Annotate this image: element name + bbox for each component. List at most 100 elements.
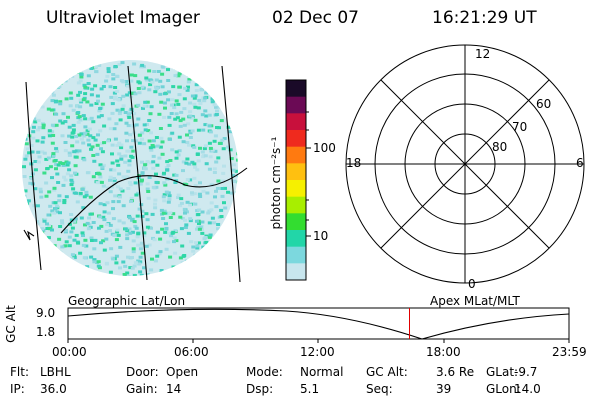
- colorbar-band: [286, 163, 306, 181]
- image-pixel: [85, 129, 90, 133]
- image-pixel: [158, 127, 163, 130]
- image-pixel: [99, 180, 104, 184]
- image-pixel: [177, 149, 182, 153]
- colorbar-band: [286, 80, 306, 98]
- image-pixel: [180, 261, 185, 265]
- image-pixel: [87, 216, 91, 220]
- image-pixel: [123, 160, 128, 164]
- image-pixel: [136, 87, 141, 90]
- image-pixel: [65, 61, 70, 65]
- image-pixel: [164, 247, 169, 251]
- image-pixel: [210, 97, 215, 101]
- image-pixel: [30, 74, 35, 78]
- image-pixel: [187, 74, 191, 78]
- image-pixel: [208, 146, 213, 150]
- image-pixel: [37, 155, 42, 159]
- image-pixel: [93, 238, 98, 242]
- image-pixel: [85, 273, 90, 276]
- image-pixel: [97, 266, 102, 270]
- colorbar-band: [286, 263, 306, 281]
- colorbar-band: [286, 213, 306, 231]
- image-pixel: [127, 116, 132, 119]
- image-pixel: [202, 81, 207, 85]
- image-pixel: [62, 74, 67, 78]
- image-pixel: [231, 244, 236, 248]
- image-pixel: [140, 160, 144, 164]
- image-pixel: [67, 125, 72, 129]
- image-pixel: [52, 65, 57, 69]
- image-pixel: [130, 266, 135, 270]
- image-pixel: [171, 85, 176, 89]
- timeline-right-caption: Apex MLat/MLT: [430, 294, 520, 308]
- image-pixel: [188, 136, 193, 139]
- image-pixel: [191, 144, 196, 148]
- image-pixel: [147, 139, 152, 143]
- colorbar-band: [286, 130, 306, 148]
- image-pixel: [226, 190, 230, 194]
- image-pixel: [99, 87, 104, 91]
- image-pixel: [187, 261, 192, 265]
- image-pixel: [181, 117, 186, 121]
- image-pixel: [158, 250, 163, 254]
- image-pixel: [200, 231, 205, 235]
- image-pixel: [194, 73, 199, 77]
- image-pixel: [102, 141, 107, 145]
- image-pixel: [46, 107, 51, 111]
- image-pixel: [134, 193, 139, 197]
- image-pixel: [92, 260, 97, 264]
- image-pixel: [97, 226, 101, 230]
- image-pixel: [194, 89, 199, 92]
- image-pixel: [197, 208, 202, 212]
- image-pixel: [53, 201, 58, 205]
- image-pixel: [57, 85, 62, 89]
- image-pixel: [123, 264, 128, 268]
- status-label: Mode:: [246, 365, 283, 379]
- image-pixel: [113, 95, 118, 99]
- image-pixel: [87, 127, 92, 131]
- image-pixel: [132, 62, 137, 66]
- image-pixel: [92, 258, 97, 262]
- image-pixel: [127, 112, 132, 116]
- image-pixel: [43, 79, 48, 83]
- image-pixel: [48, 63, 53, 67]
- image-pixel: [128, 133, 133, 137]
- image-pixel: [228, 249, 233, 253]
- image-pixel: [201, 245, 206, 249]
- image-pixel: [74, 135, 78, 138]
- image-pixel: [186, 231, 191, 235]
- image-pixel: [99, 224, 104, 228]
- image-pixel: [129, 79, 134, 83]
- image-pixel: [25, 147, 30, 151]
- image-pixel: [115, 89, 120, 93]
- image-pixel: [216, 223, 221, 226]
- image-pixel: [41, 136, 46, 140]
- image-pixel: [172, 64, 177, 68]
- image-pixel: [174, 173, 179, 177]
- image-pixel: [232, 74, 237, 78]
- image-pixel: [118, 266, 122, 270]
- image-pixel: [228, 130, 233, 134]
- image-pixel: [69, 218, 74, 222]
- image-pixel: [193, 184, 198, 188]
- image-pixel: [192, 176, 197, 180]
- image-pixel: [105, 223, 110, 227]
- image-pixel: [79, 132, 84, 136]
- image-pixel: [47, 224, 51, 227]
- image-pixel: [56, 273, 61, 276]
- image-pixel: [236, 180, 238, 184]
- image-pixel: [193, 63, 198, 67]
- image-pixel: [154, 78, 159, 82]
- image-pixel: [144, 76, 149, 80]
- image-pixel: [154, 185, 159, 189]
- image-pixel: [137, 174, 141, 178]
- image-pixel: [121, 221, 126, 225]
- image-pixel: [112, 168, 117, 172]
- image-pixel: [158, 92, 163, 96]
- image-pixel: [51, 93, 56, 97]
- image-pixel: [226, 233, 231, 237]
- image-pixel: [155, 254, 160, 258]
- image-pixel: [86, 74, 91, 78]
- image-pixel: [197, 192, 202, 196]
- image-pixel: [63, 149, 68, 153]
